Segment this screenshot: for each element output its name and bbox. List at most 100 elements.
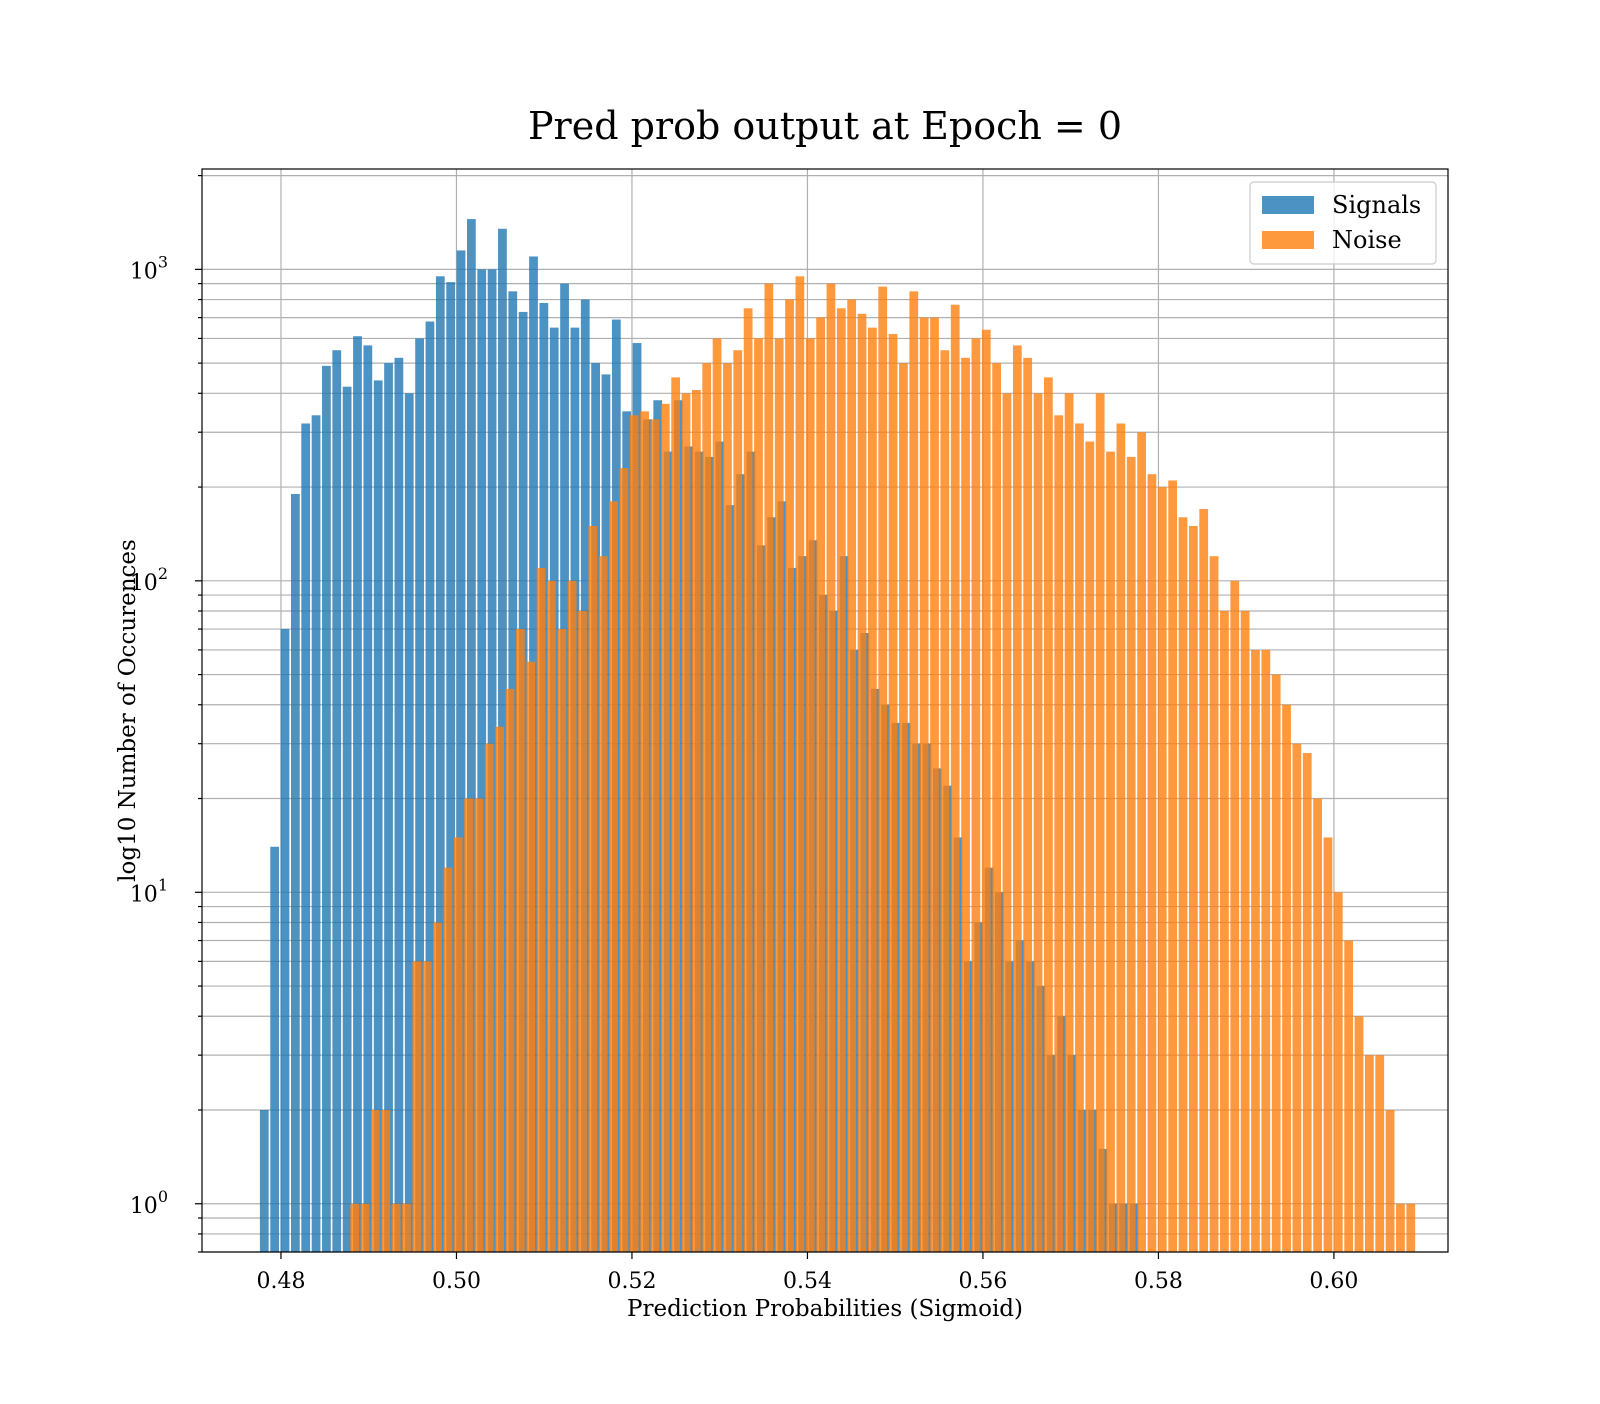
bar-noise bbox=[1188, 525, 1198, 1252]
bar-noise bbox=[1199, 509, 1209, 1253]
y-axis-label: log10 Number of Occurences bbox=[115, 539, 141, 882]
bar-noise bbox=[350, 1203, 360, 1252]
y-tick-label: 103 bbox=[130, 252, 168, 284]
bar-noise bbox=[443, 867, 453, 1252]
bar-noise bbox=[888, 334, 898, 1252]
bar-noise bbox=[940, 350, 950, 1253]
bar-noise bbox=[547, 580, 556, 1252]
bar-noise bbox=[370, 1109, 380, 1252]
bar-noise bbox=[1344, 940, 1354, 1252]
bar-noise bbox=[857, 313, 867, 1252]
bar-noise bbox=[629, 415, 639, 1252]
bar-signals bbox=[384, 363, 393, 1252]
bar-noise bbox=[1147, 474, 1157, 1253]
bar-noise bbox=[1023, 357, 1033, 1252]
bar-noise bbox=[930, 317, 939, 1253]
bar-noise bbox=[981, 329, 991, 1252]
bar-noise bbox=[1044, 377, 1053, 1252]
chart-title: Pred prob output at Epoch = 0 bbox=[528, 104, 1122, 148]
bar-signals bbox=[301, 423, 311, 1252]
bar-signals bbox=[446, 282, 456, 1252]
bar-noise bbox=[1282, 704, 1291, 1252]
bar-noise bbox=[733, 350, 743, 1253]
bar-signals bbox=[270, 846, 280, 1252]
bar-noise bbox=[764, 283, 774, 1253]
bar-noise bbox=[785, 299, 794, 1252]
legend-swatch-signals bbox=[1262, 196, 1314, 214]
bar-noise bbox=[681, 393, 691, 1252]
bar-signals bbox=[466, 219, 476, 1252]
bar-signals bbox=[415, 338, 424, 1253]
bar-signals bbox=[353, 336, 362, 1252]
bar-signals bbox=[342, 386, 352, 1253]
bar-noise bbox=[754, 338, 763, 1253]
bar-noise bbox=[433, 922, 442, 1252]
bar-noise bbox=[971, 338, 981, 1253]
bar-noise bbox=[712, 338, 722, 1253]
x-tick-label: 0.56 bbox=[958, 1269, 1007, 1294]
bar-noise bbox=[567, 580, 577, 1252]
bar-noise bbox=[1406, 1203, 1416, 1252]
bar-noise bbox=[557, 629, 567, 1252]
bar-noise bbox=[1116, 423, 1126, 1252]
bar-noise bbox=[1261, 649, 1271, 1252]
bar-noise bbox=[578, 611, 587, 1252]
bar-noise bbox=[381, 1109, 391, 1252]
bar-noise bbox=[1168, 480, 1178, 1252]
bar-noise bbox=[1075, 423, 1084, 1252]
bar-noise bbox=[1054, 415, 1064, 1252]
bar-noise bbox=[1364, 1055, 1374, 1252]
bar-noise bbox=[909, 291, 919, 1252]
bar-noise bbox=[1002, 393, 1012, 1252]
bar-signals bbox=[425, 321, 435, 1252]
bar-noise bbox=[650, 419, 660, 1253]
bar-signals bbox=[435, 276, 445, 1252]
bar-noise bbox=[950, 304, 960, 1252]
bar-signals bbox=[322, 365, 331, 1253]
x-tick-label: 0.54 bbox=[783, 1269, 832, 1294]
bar-noise bbox=[1085, 441, 1095, 1253]
bar-signals bbox=[311, 415, 321, 1252]
bar-signals bbox=[456, 250, 466, 1253]
bar-noise bbox=[1333, 892, 1343, 1252]
bar-noise bbox=[1126, 456, 1136, 1252]
bar-noise bbox=[1240, 611, 1250, 1252]
bar-noise bbox=[464, 798, 473, 1252]
bar-noise bbox=[1385, 1109, 1395, 1252]
bar-noise bbox=[360, 1203, 370, 1252]
bar-noise bbox=[495, 726, 505, 1252]
bar-noise bbox=[422, 961, 432, 1252]
x-tick-label: 0.52 bbox=[607, 1269, 656, 1294]
bar-noise bbox=[1178, 517, 1188, 1252]
bar-noise bbox=[1106, 451, 1115, 1252]
bar-noise bbox=[723, 363, 732, 1252]
bar-noise bbox=[1230, 580, 1240, 1252]
bar-noise bbox=[743, 308, 753, 1252]
bar-noise bbox=[1033, 393, 1043, 1252]
bar-noise bbox=[1323, 837, 1333, 1252]
bar-noise bbox=[816, 317, 825, 1253]
bar-noise bbox=[640, 411, 649, 1252]
bar-noise bbox=[1012, 345, 1022, 1252]
bar-noise bbox=[702, 363, 712, 1252]
plot-frame bbox=[201, 168, 1449, 1253]
bar-noise bbox=[453, 837, 463, 1252]
legend-swatch-noise bbox=[1262, 231, 1314, 249]
bar-noise bbox=[1209, 556, 1219, 1252]
bar-noise bbox=[992, 363, 1001, 1252]
bar-noise bbox=[961, 357, 970, 1252]
bar-noise bbox=[899, 363, 908, 1252]
bar-noise bbox=[1157, 487, 1167, 1252]
bar-noise bbox=[526, 661, 536, 1252]
bar-noise bbox=[1354, 1016, 1364, 1252]
bar-noise bbox=[671, 377, 681, 1252]
x-tick-label: 0.58 bbox=[1134, 1269, 1183, 1294]
bar-noise bbox=[588, 525, 598, 1252]
y-tick-label: 100 bbox=[130, 1187, 168, 1219]
bar-noise bbox=[660, 403, 670, 1252]
bar-signals bbox=[363, 345, 373, 1252]
y-tick-exponent: 0 bbox=[158, 1187, 168, 1206]
bar-noise bbox=[484, 743, 494, 1252]
